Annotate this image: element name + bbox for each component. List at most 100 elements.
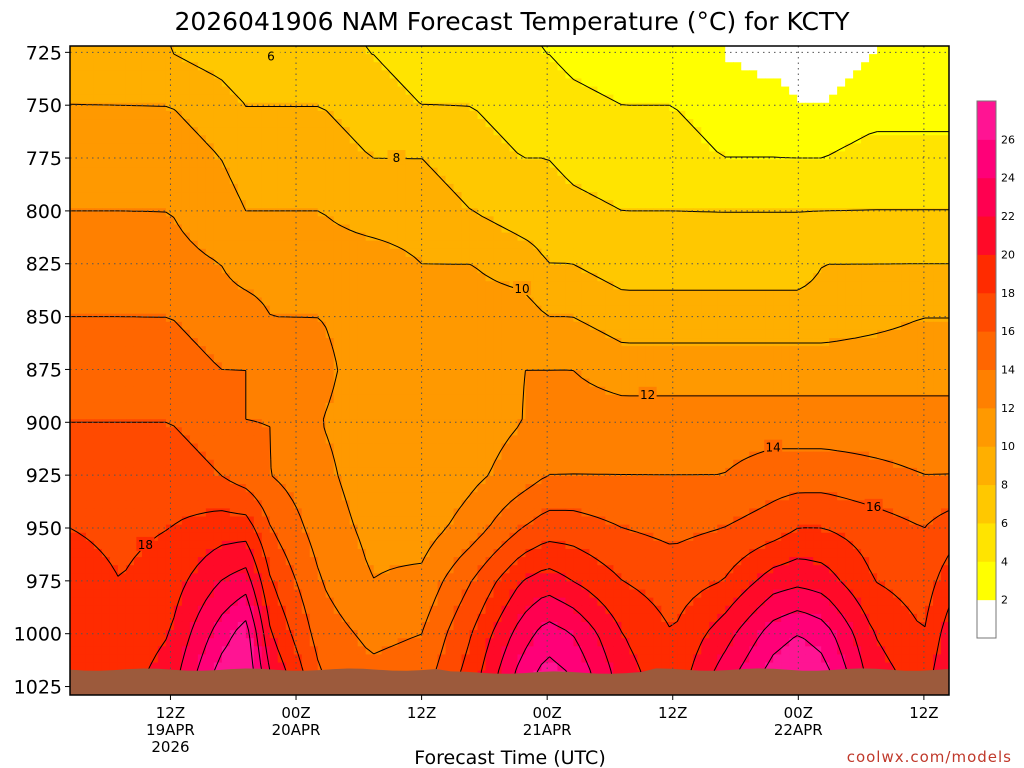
temperature-cell	[749, 386, 758, 396]
temperature-cell	[469, 110, 479, 120]
temperature-cell	[365, 394, 375, 404]
temperature-cell	[765, 159, 774, 169]
temperature-cell	[869, 135, 878, 144]
temperature-cell	[429, 354, 439, 363]
temperature-cell	[429, 46, 439, 55]
temperature-cell	[445, 394, 455, 404]
temperature-cell	[109, 192, 119, 201]
temperature-cell	[309, 346, 319, 355]
temperature-cell	[285, 216, 295, 226]
temperature-cell	[525, 110, 535, 120]
temperature-cell	[869, 159, 878, 169]
temperature-cell	[885, 183, 894, 193]
temperature-cell	[581, 110, 591, 120]
temperature-cell	[821, 216, 830, 226]
temperature-cell	[941, 394, 949, 404]
temperature-cell	[245, 329, 255, 339]
temperature-cell	[437, 46, 447, 55]
temperature-cell	[741, 240, 750, 250]
temperature-cell	[813, 119, 822, 128]
temperature-cell	[917, 46, 926, 55]
temperature-cell	[133, 216, 143, 226]
temperature-cell	[357, 70, 367, 80]
temperature-cell	[213, 78, 223, 88]
temperature-cell	[549, 78, 559, 88]
temperature-cell	[733, 78, 742, 88]
temperature-cell	[861, 200, 870, 209]
temperature-cell	[541, 305, 551, 315]
temperature-cell	[165, 297, 175, 307]
temperature-cell	[445, 102, 455, 112]
temperature-cell	[157, 411, 167, 420]
temperature-cell	[837, 281, 846, 290]
temperature-cell	[221, 386, 231, 396]
temperature-cell	[789, 183, 798, 193]
temperature-cell	[349, 248, 359, 258]
temperature-cell	[469, 102, 479, 112]
temperature-cell	[117, 313, 127, 323]
temperature-cell	[301, 273, 311, 282]
temperature-cell	[885, 224, 894, 234]
temperature-cell	[229, 94, 239, 104]
temperature-cell	[589, 402, 598, 412]
temperature-cell	[869, 200, 878, 209]
temperature-cell	[621, 224, 630, 234]
temperature-cell	[749, 240, 758, 250]
temperature-cell	[285, 273, 295, 282]
temperature-cell	[629, 321, 638, 331]
temperature-cell	[765, 78, 774, 88]
temperature-cell	[541, 54, 551, 63]
temperature-cell	[197, 362, 207, 372]
temperature-cell	[421, 354, 431, 363]
temperature-cell	[101, 240, 111, 250]
temperature-cell	[293, 329, 303, 339]
temperature-cell	[421, 175, 431, 185]
temperature-cell	[485, 378, 495, 388]
temperature-cell	[77, 281, 87, 290]
temperature-cell	[629, 62, 638, 71]
temperature-cell	[685, 240, 694, 250]
temperature-cell	[221, 394, 231, 404]
temperature-cell	[941, 305, 949, 315]
temperature-cell	[349, 362, 359, 372]
temperature-cell	[165, 338, 175, 347]
temperature-cell	[141, 289, 151, 299]
temperature-cell	[765, 119, 774, 128]
temperature-cell	[701, 362, 710, 372]
temperature-cell	[621, 151, 630, 161]
temperature-cell	[149, 386, 159, 396]
temperature-cell	[333, 208, 343, 217]
temperature-cell	[501, 127, 511, 136]
temperature-cell	[685, 216, 694, 226]
temperature-cell	[173, 305, 183, 315]
temperature-cell	[861, 386, 870, 396]
temperature-cell	[93, 281, 103, 290]
temperature-cell	[189, 54, 199, 63]
temperature-cell	[541, 208, 551, 217]
temperature-cell	[157, 175, 167, 185]
temperature-cell	[693, 378, 702, 388]
temperature-cell	[341, 200, 351, 209]
temperature-cell	[349, 386, 359, 396]
temperature-cell	[93, 240, 103, 250]
temperature-cell	[557, 200, 567, 209]
temperature-cell	[325, 281, 335, 290]
temperature-cell	[181, 216, 191, 226]
temperature-cell	[581, 362, 591, 372]
temperature-cell	[845, 256, 854, 266]
temperature-cell	[85, 200, 95, 209]
temperature-cell	[725, 70, 734, 80]
temperature-cell	[485, 54, 495, 63]
temperature-cell	[293, 119, 303, 128]
temperature-cell	[421, 143, 431, 153]
temperature-cell	[461, 167, 471, 177]
temperature-cell	[373, 354, 383, 363]
temperature-cell	[501, 346, 511, 355]
temperature-cell	[677, 46, 686, 55]
temperature-cell	[845, 110, 854, 120]
temperature-cell	[869, 265, 878, 274]
temperature-cell	[173, 70, 183, 80]
temperature-cell	[429, 102, 439, 112]
temperature-cell	[133, 378, 143, 388]
temperature-cell	[501, 402, 511, 412]
